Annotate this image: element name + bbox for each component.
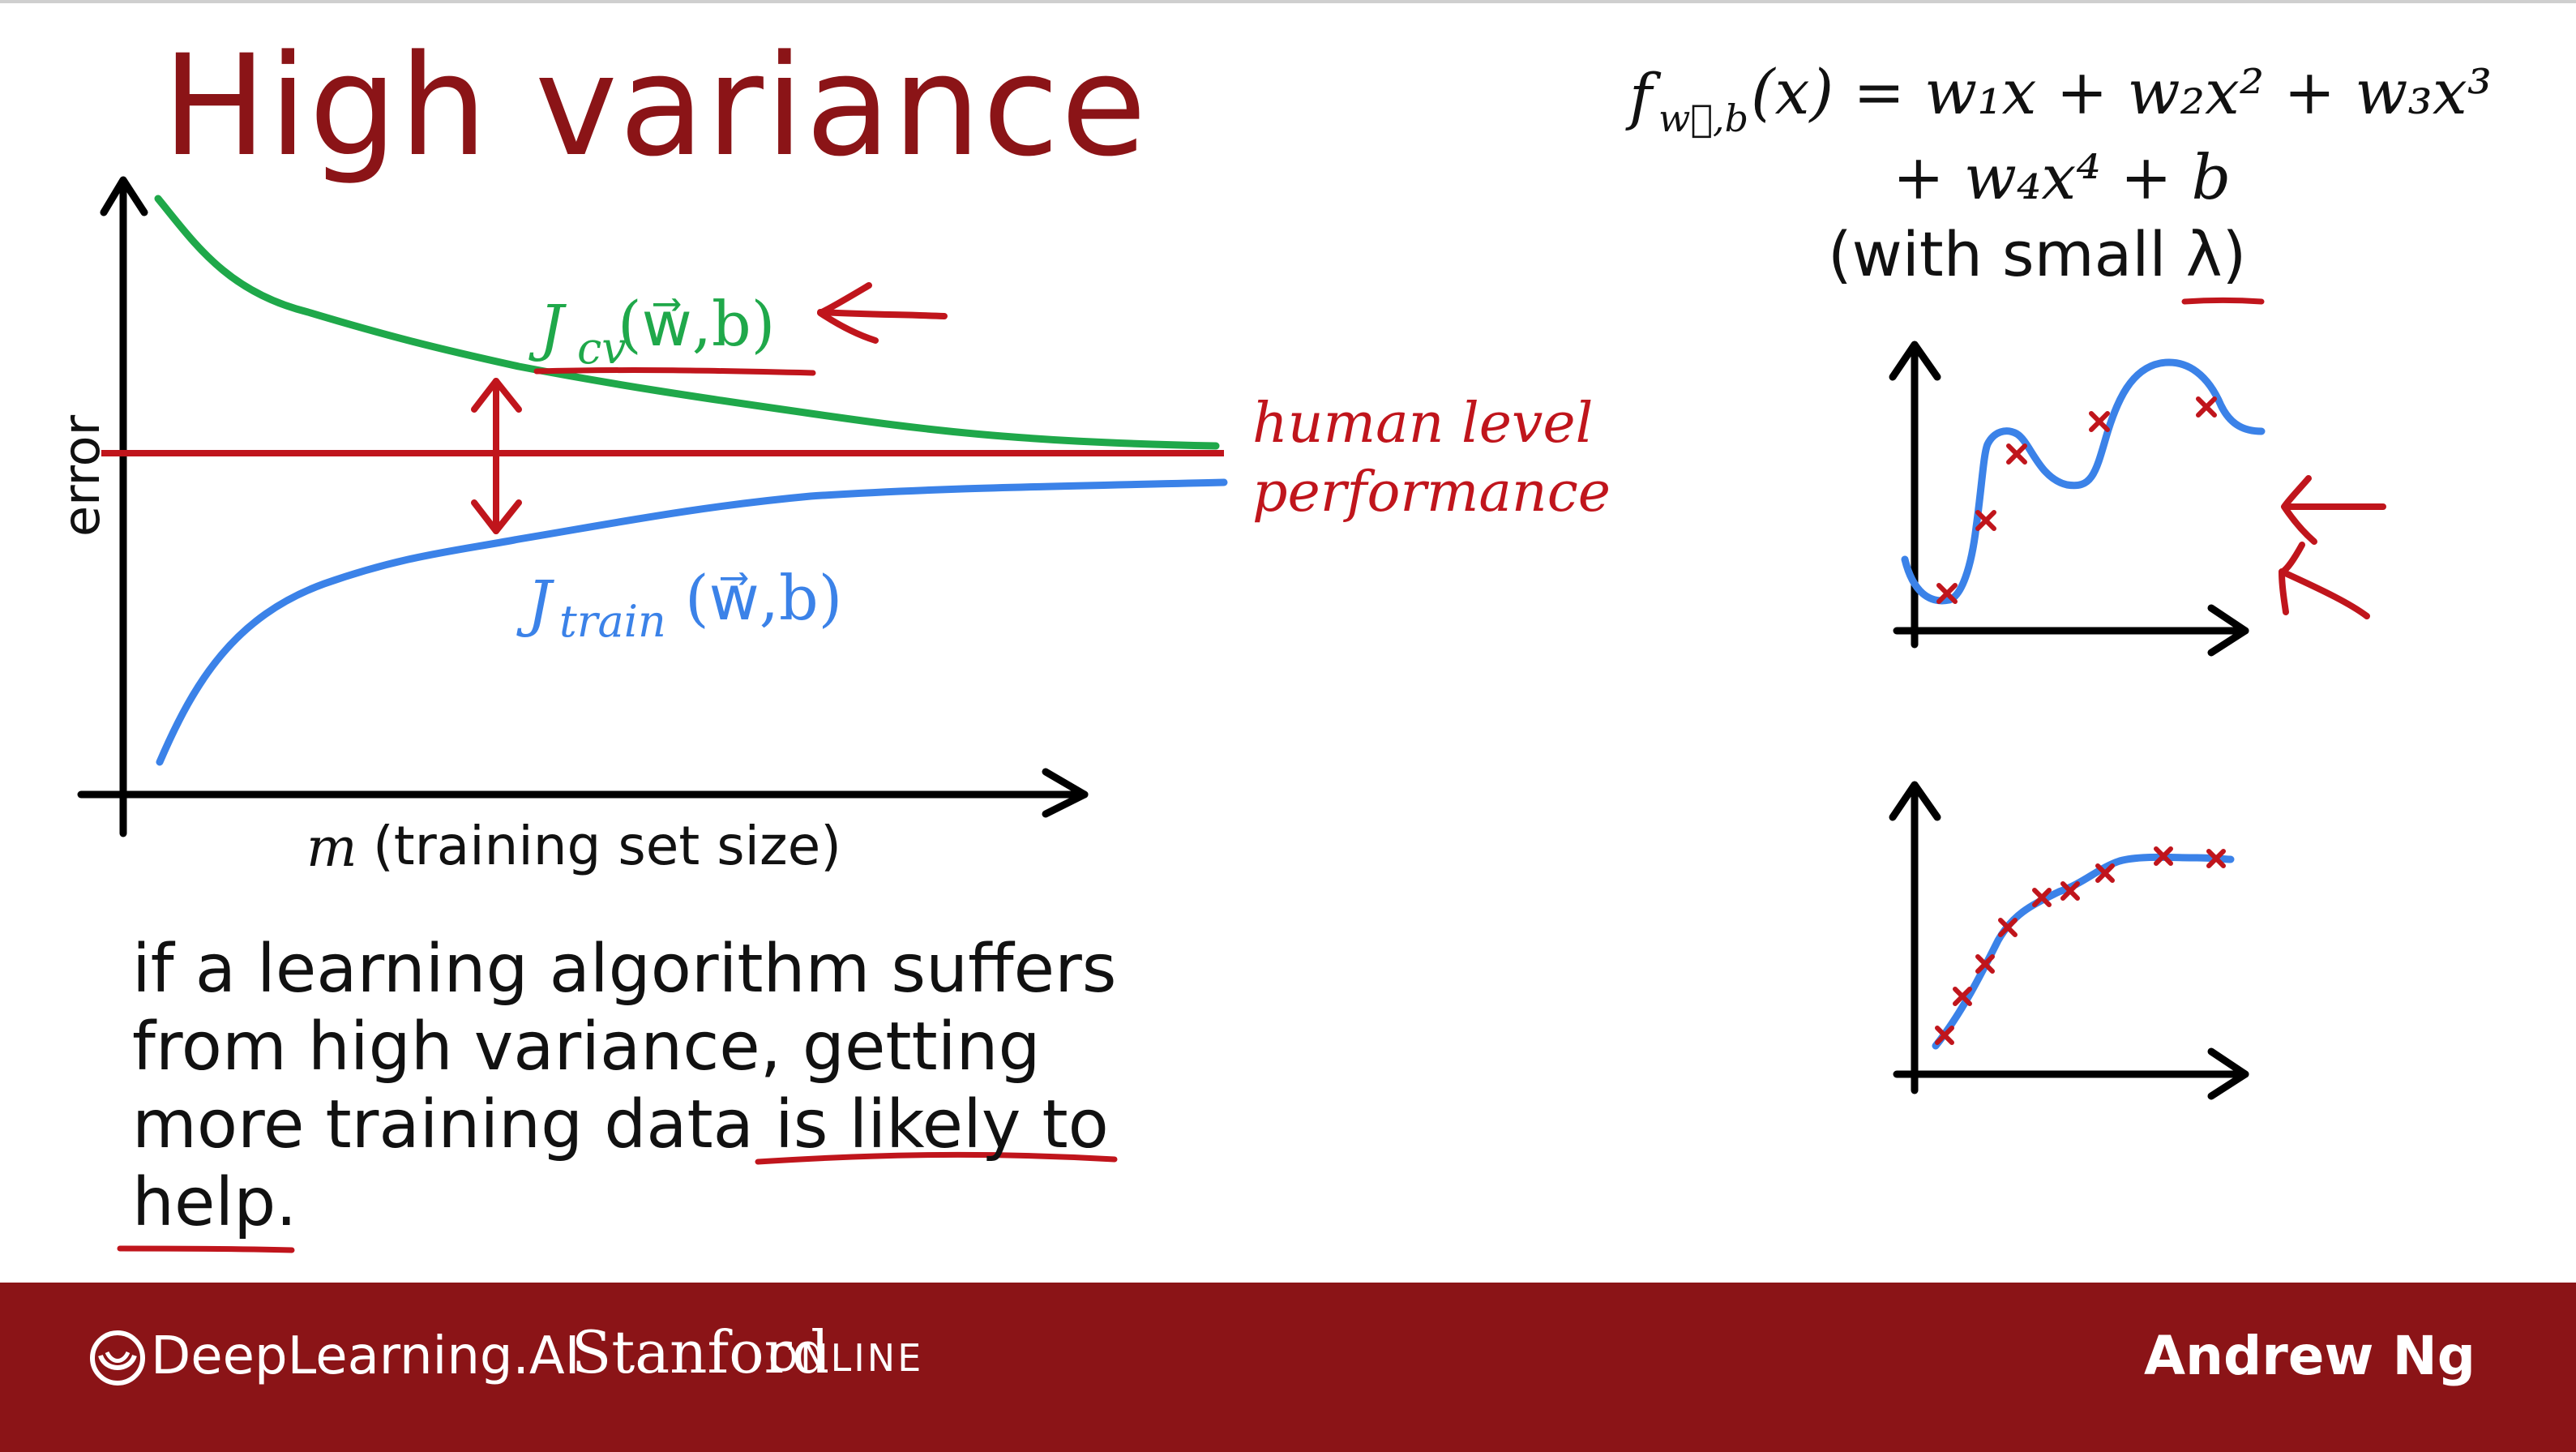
data-point [1975,510,1996,531]
data-point [1936,583,1958,604]
svg-text:cv: cv [577,323,627,374]
x-axis-label-var: m [306,816,357,879]
svg-text:+ w₄x⁴ + b: + w₄x⁴ + b [1893,141,2231,213]
model-formula: f w⃗,b (x) = w₁x + w₂x² + w₃x³ + w₄x⁴ + … [1625,56,2492,213]
slide-title: High variance [162,24,1149,187]
cv-underline [533,367,816,376]
slide-drawing: error m (training set size) J cv (w⃗,b) … [52,56,2492,1253]
data-point [2089,411,2110,432]
lambda-underline [2181,298,2265,305]
train-error-curve [156,478,1228,766]
paragraph-line: help. [132,1164,297,1241]
svg-text:(x) = w₁x + w₂x² + w₃x³: (x) = w₁x + w₂x² + w₃x³ [1751,56,2492,128]
data-point [1935,1026,1954,1045]
footer-bar: DeepLearning.AI Stanford ONLINE Andrew N… [0,1283,2576,1452]
data-point [1953,987,1972,1006]
gap-double-arrow [471,378,522,534]
data-point [2060,881,2080,901]
svg-text:J: J [528,291,567,363]
goodfit-curve [1932,853,2235,1050]
data-point [2196,396,2217,418]
data-point [1975,954,1995,974]
svg-text:f: f [1625,60,1662,132]
paragraph-line: from high variance, getting [132,1009,1041,1086]
data-point [2032,888,2052,907]
cv-label: J cv (w⃗,b) [528,288,775,374]
goodfit-plot-axes [1889,781,2249,1100]
x-axis-label-text: (training set size) [373,815,841,877]
svg-text:performance: performance [1252,460,1611,525]
deeplearning-logo-icon [90,1330,145,1386]
paragraph-line: if a learning algorithm suffers [132,931,1117,1008]
author-name: Andrew Ng [2143,1325,2475,1387]
top-border [0,0,2576,3]
svg-text:J: J [516,567,554,639]
data-point [2154,846,2173,866]
learning-curve-axes [77,176,1089,837]
cv-pointer-arrow [817,282,948,344]
formula-lambda-note: (with small λ) [1828,218,2246,290]
overfit-curve [1901,358,2266,605]
y-axis-arrowhead [100,176,148,216]
partner-name: Stanford [571,1318,830,1386]
help-underline [117,1245,295,1253]
conclusion-paragraph: if a learning algorithm suffers from hig… [132,931,1153,1242]
svg-text:(w⃗,b): (w⃗,b) [618,288,775,360]
data-point [1998,918,2018,937]
overfit-plot-axes [1889,341,2249,657]
human-level-label: human level performance [1252,392,1611,525]
paragraph-line: more training data is likely to [132,1086,1109,1163]
partner-suffix: ONLINE [768,1336,924,1380]
svg-text:w⃗,b: w⃗,b [1658,96,1748,140]
goodfit-data-points [1935,846,2226,1045]
svg-text:(w⃗,b): (w⃗,b) [685,562,842,634]
train-label: J train (w⃗,b) [516,562,842,647]
data-point [2006,443,2027,465]
overfit-pointer-arrows [2279,475,2386,619]
data-point [2206,849,2226,868]
data-point [2095,863,2115,883]
overfit-data-points [1936,396,2217,604]
svg-text:train: train [559,596,666,647]
svg-text:human level: human level [1252,392,1593,456]
y-axis-label: error [52,414,111,537]
x-axis-arrowhead [1042,768,1089,818]
likely-underline [755,1151,1118,1165]
cv-error-curve [154,195,1220,450]
brand-name: DeepLearning.AI [151,1326,580,1386]
